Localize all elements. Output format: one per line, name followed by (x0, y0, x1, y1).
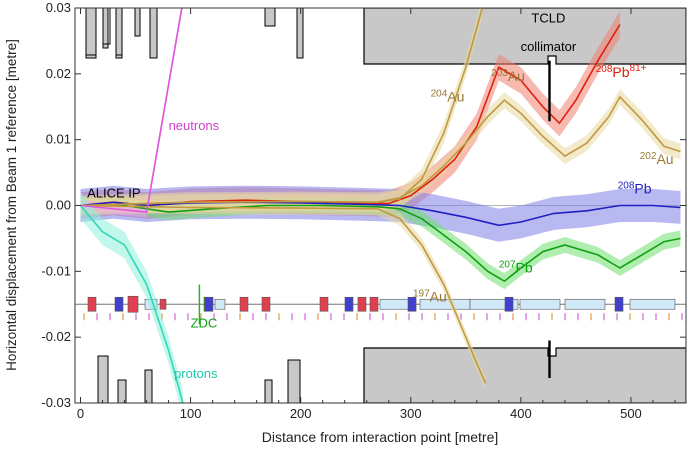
x-axis-label: Distance from interaction point [metre] (262, 429, 499, 445)
aperture-top-block (264, 8, 276, 27)
label-pb208: 208Pb (618, 181, 652, 197)
x-tick-label: 400 (510, 406, 532, 421)
band-pb207 (80, 197, 681, 290)
y-tick-label: 0.00 (46, 198, 71, 213)
aperture-top-block (149, 8, 158, 59)
y-tick-label: -0.03 (41, 395, 71, 410)
label-zdc: ZDC (191, 315, 218, 330)
y-axis-label: Horizontal displacement from Beam 1 refe… (4, 39, 19, 371)
lines-layer (79, 8, 681, 403)
aperture-bottom-right (363, 347, 686, 403)
x-tick-label: 500 (620, 406, 642, 421)
label-au202: 202Au (640, 151, 674, 167)
beamline-element (159, 298, 167, 310)
aperture-bottom-block (117, 379, 127, 403)
line-au203 (80, 95, 681, 207)
y-tick-label: 0.02 (46, 66, 71, 81)
label-collimator: collimator (521, 39, 577, 54)
beamline-element (407, 296, 417, 312)
label-au197: 197Au (413, 289, 447, 305)
x-tick-label: 0 (77, 406, 84, 421)
beamline-element (369, 296, 379, 312)
beamline-element (319, 296, 329, 312)
aperture-top-outline (75, 8, 123, 56)
band-protons (80, 192, 183, 403)
y-tick-label: -0.02 (41, 329, 71, 344)
beamline-element (629, 298, 676, 310)
beamline-element (357, 296, 367, 312)
aperture-top-block (134, 8, 141, 37)
label-au204: 204Au (431, 88, 465, 104)
aperture-top-block (296, 8, 304, 59)
y-tick-label: 0.01 (46, 132, 71, 147)
beamline-element (239, 296, 249, 312)
line-pb208 (80, 201, 681, 227)
label-au203: 203Au (491, 68, 525, 84)
line-neutrons (80, 8, 183, 213)
x-tick-label: 200 (290, 406, 312, 421)
beamline-element (504, 296, 514, 312)
bands-layer (80, 8, 681, 403)
x-tick-label: 300 (400, 406, 422, 421)
label-tcld: TCLD (531, 10, 565, 25)
line-au197 (80, 204, 487, 384)
aperture-top-right (363, 8, 686, 65)
y-tick-label: -0.01 (41, 263, 71, 278)
line-protons (79, 204, 184, 403)
beamline-element (564, 298, 606, 310)
band-au203 (80, 89, 681, 214)
beamline-element (114, 296, 124, 312)
beamline-element (127, 295, 139, 313)
axes-layer: 0 100 200 300 400 500 -0.03 -0.02 -0.01 0.00 0.01 0… (41, 0, 687, 421)
label-protons: protons (174, 366, 218, 381)
aperture-bottom-block (144, 369, 153, 403)
beamline-element (261, 296, 271, 312)
beamline-element (87, 296, 97, 312)
label-pb208-81: 208Pb81+ (596, 63, 647, 80)
aperture-top-block (115, 8, 123, 59)
beamline-element (214, 298, 226, 310)
band-au204 (80, 8, 483, 216)
label-alice-ip: ALICE IP (87, 186, 140, 201)
label-neutrons: neutrons (169, 118, 220, 133)
beamline-element (469, 298, 519, 310)
beamline-element (614, 296, 624, 312)
beamline-element (204, 296, 214, 312)
annotation-layer: ALICE IP neutrons ZDC protons TCLD collimator… (87, 10, 673, 381)
beamline-element (519, 298, 561, 310)
x-tick-label: 100 (180, 406, 202, 421)
aperture-top-block (102, 8, 109, 49)
aperture-bottom-block (287, 359, 301, 403)
aperture-bottom-block (97, 355, 109, 403)
label-pb207: 207Pb (499, 260, 533, 276)
beamline-element (344, 296, 354, 312)
y-tick-label: 0.03 (46, 0, 71, 15)
aperture-bottom-block (264, 379, 273, 403)
aperture-top-block (85, 8, 97, 59)
